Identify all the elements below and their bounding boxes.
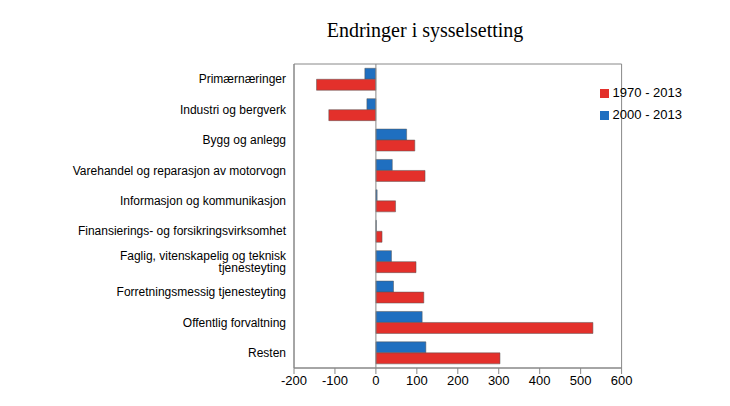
- svg-text:Informasjon og kommunikasjon: Informasjon og kommunikasjon: [120, 194, 286, 208]
- svg-text:Finansierings- og forsikringsv: Finansierings- og forsikringsvirksomhet: [78, 224, 287, 238]
- svg-text:600: 600: [611, 373, 633, 388]
- svg-text:Forretningsmessig tjenesteytin: Forretningsmessig tjenesteyting: [117, 285, 286, 299]
- svg-text:0: 0: [372, 373, 379, 388]
- html-text:2000 - 2013: 2000 - 2013: [612, 107, 682, 122]
- svg-text:Industri og bergverk: Industri og bergverk: [180, 103, 287, 117]
- html-text:Endringer i sysselsetting: Endringer i sysselsetting: [326, 19, 524, 41]
- svg-text:Offentlig forvaltning: Offentlig forvaltning: [183, 316, 286, 330]
- svg-text:-200: -200: [281, 373, 307, 388]
- svg-text:-100: -100: [322, 373, 348, 388]
- svg-text:400: 400: [529, 373, 551, 388]
- svg-text:Varehandel og reparasjon av mo: Varehandel og reparasjon av motorvogn: [73, 164, 286, 178]
- svg-text:Primærnæringer: Primærnæringer: [199, 72, 286, 86]
- svg-text:200: 200: [447, 373, 469, 388]
- svg-text:500: 500: [570, 373, 592, 388]
- svg-text:Faglig, vitenskapelig og tekni: Faglig, vitenskapelig og teknisktjeneste…: [120, 249, 287, 275]
- svg-text:Bygg og anlegg: Bygg og anlegg: [203, 133, 286, 147]
- svg-text:300: 300: [488, 373, 510, 388]
- svg-text:100: 100: [406, 373, 428, 388]
- html-text:1970 - 2013: 1970 - 2013: [612, 85, 682, 100]
- svg-text:Resten: Resten: [248, 346, 286, 360]
